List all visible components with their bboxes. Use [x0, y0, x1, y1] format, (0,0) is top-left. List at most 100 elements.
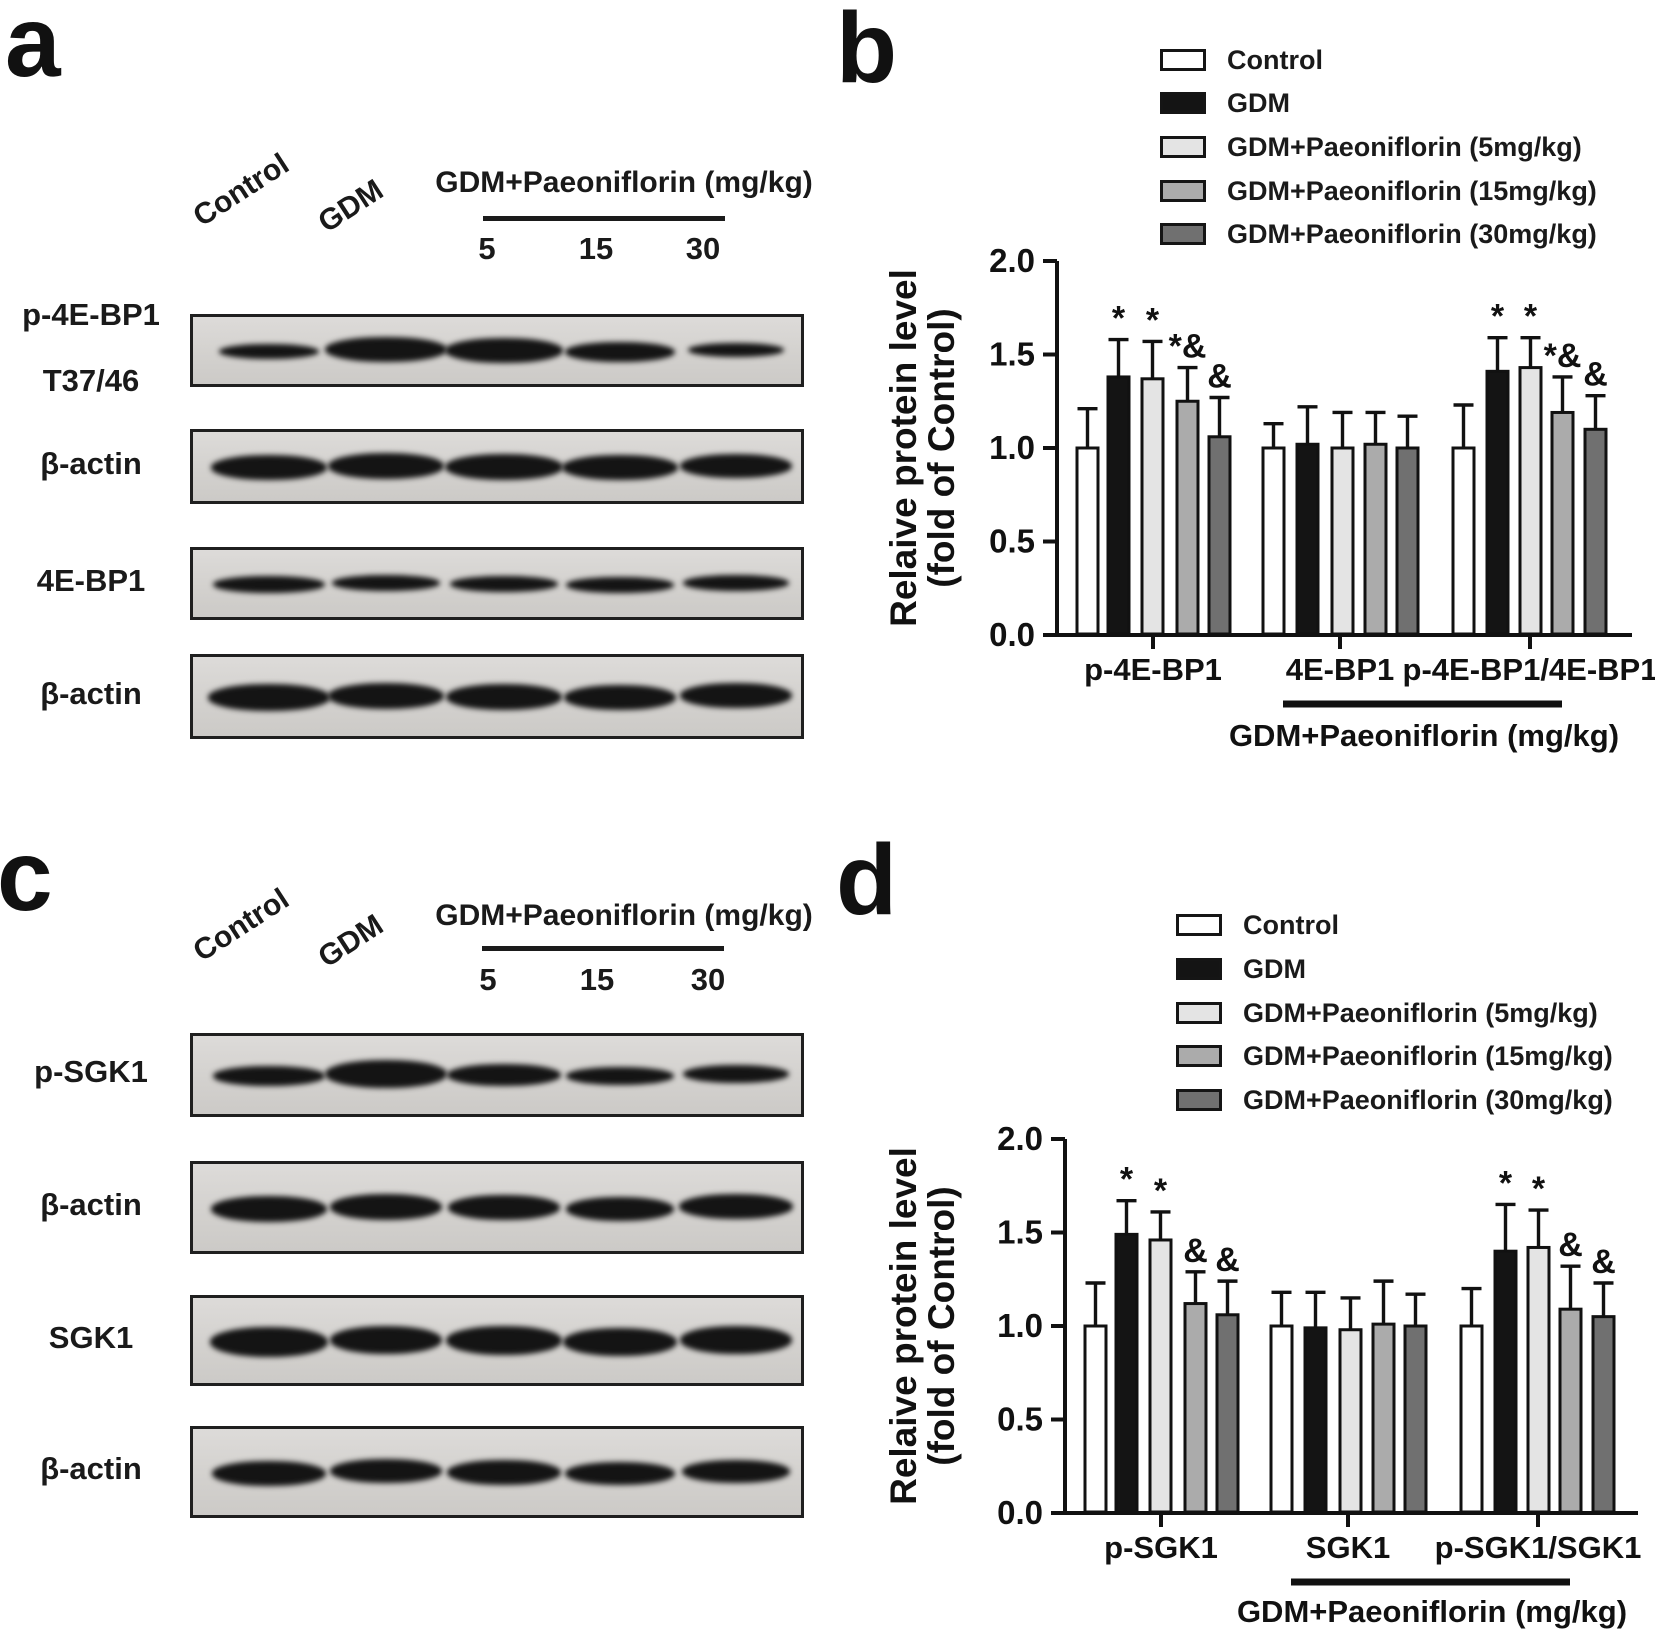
legend-swatch	[1160, 223, 1206, 245]
dose-label: 15	[579, 962, 615, 997]
axis-annotation: GDM+Paeoniflorin (mg/kg)	[1229, 718, 1619, 753]
significance-marker: &	[1183, 1232, 1208, 1270]
y-tick-label: 2.0	[989, 242, 1035, 279]
y-tick-label: 1.5	[997, 1214, 1043, 1251]
protein-band	[682, 574, 789, 591]
blot-image--actin	[190, 1161, 804, 1254]
bar	[1075, 446, 1100, 636]
lane-label-control: Control	[187, 147, 295, 234]
legend-swatch	[1160, 136, 1206, 158]
legend-label: Control	[1243, 909, 1339, 940]
bar	[1303, 1326, 1328, 1514]
protein-band	[564, 685, 677, 710]
bar	[1558, 1307, 1583, 1514]
protein-band	[448, 1195, 561, 1220]
panel-d-letter: d	[836, 824, 898, 936]
y-axis-title-line: (fold of Control)	[921, 1186, 962, 1465]
blot-row-label-text: β-actin	[40, 1186, 142, 1222]
legend-item: GDM+Paeoniflorin (30mg/kg)	[1176, 1085, 1613, 1115]
protein-band	[563, 1327, 678, 1356]
bar	[1330, 446, 1355, 636]
legend-label: GDM+Paeoniflorin (30mg/kg)	[1227, 218, 1597, 249]
protein-band	[679, 683, 792, 708]
blot-row-label-text: β-actin	[40, 675, 142, 711]
protein-band	[445, 453, 564, 480]
protein-band	[325, 337, 448, 362]
significance-marker: *	[1524, 298, 1538, 336]
protein-band	[446, 683, 563, 710]
legend-label: GDM	[1243, 953, 1306, 984]
category-label: 4E-BP1	[1286, 652, 1395, 687]
protein-band	[213, 576, 325, 593]
bar	[1526, 1245, 1551, 1514]
treatment-header: GDM+Paeoniflorin (mg/kg)	[435, 899, 813, 932]
significance-marker: &	[1215, 1241, 1240, 1279]
legend-item: Control	[1176, 909, 1339, 940]
significance-marker: *&	[1169, 328, 1207, 366]
bar-chart-panel-b: 0.0 0.5 1.0 1.5 2.0 Relaive protein level(fol…	[883, 242, 1655, 753]
category-label: SGK1	[1306, 1530, 1390, 1565]
protein-band	[208, 684, 330, 711]
blot-row-label: β-actin	[0, 1436, 182, 1502]
bar	[1338, 1328, 1363, 1514]
dose-label: 5	[479, 962, 497, 997]
blot-row-label: β-actin	[0, 431, 182, 497]
y-tick-label: 0.5	[989, 523, 1035, 560]
bar	[1215, 1313, 1240, 1514]
significance-marker: *	[1532, 1170, 1546, 1208]
bar	[1550, 410, 1575, 636]
y-tick-label: 1.5	[989, 336, 1035, 373]
significance-marker: *	[1146, 301, 1160, 339]
protein-band	[211, 1195, 327, 1222]
y-tick-label: 0.5	[997, 1401, 1043, 1438]
blot-row-label: β-actin	[0, 1172, 182, 1238]
legend-label: GDM+Paeoniflorin (5mg/kg)	[1227, 131, 1582, 162]
category-label: p-4E-BP1	[1084, 652, 1222, 687]
protein-band	[446, 1326, 563, 1355]
protein-band	[562, 455, 679, 480]
bar	[1269, 1324, 1294, 1514]
panel-b-letter: b	[836, 0, 898, 104]
protein-band	[211, 455, 327, 480]
category-label: p-SGK1/SGK1	[1435, 1530, 1642, 1565]
bar	[1591, 1315, 1616, 1514]
legend-label: GDM	[1227, 87, 1290, 118]
legend-swatch	[1176, 958, 1222, 980]
bar	[1083, 1324, 1108, 1514]
y-tick-label: 1.0	[997, 1307, 1043, 1344]
blot-image-p-4e-bp1	[190, 314, 804, 387]
protein-band	[565, 1461, 676, 1485]
protein-band	[328, 452, 445, 479]
protein-band	[681, 1459, 790, 1483]
bar	[1451, 446, 1476, 636]
blot-image--actin	[190, 429, 804, 504]
legend-swatch	[1160, 49, 1206, 71]
y-axis-title-line: Relaive protein level	[883, 1147, 924, 1505]
legend-item: Control	[1160, 45, 1323, 75]
bar	[1493, 1249, 1518, 1514]
y-axis-title-line: Relaive protein level	[883, 269, 924, 627]
y-tick-label: 1.0	[989, 429, 1035, 466]
legend-label: GDM+Paeoniflorin (5mg/kg)	[1243, 997, 1598, 1028]
legend-item: GDM+Paeoniflorin (5mg/kg)	[1160, 131, 1582, 162]
protein-band	[679, 453, 792, 478]
legend-swatch	[1160, 92, 1206, 114]
blot-image--actin	[190, 654, 804, 739]
blot-row-label: p-4E-BP1 T37/46	[0, 282, 182, 414]
protein-band	[212, 1460, 326, 1486]
blot-row-label: β-actin	[0, 661, 182, 727]
protein-band	[682, 1065, 789, 1083]
legend-swatch	[1176, 914, 1222, 936]
blot-row-label: SGK1	[0, 1305, 182, 1371]
protein-band	[687, 342, 784, 357]
blot-row-label-text: p-4E-BP1	[22, 296, 160, 332]
lane-label-gdm: GDM	[312, 908, 390, 975]
protein-band	[330, 1193, 443, 1220]
bar	[1371, 1322, 1396, 1514]
blot-row-label: 4E-BP1	[0, 548, 182, 614]
protein-band	[213, 1066, 325, 1086]
significance-marker: *	[1499, 1164, 1513, 1202]
blot-image-sgk1	[190, 1295, 804, 1386]
significance-marker: *	[1112, 300, 1126, 338]
